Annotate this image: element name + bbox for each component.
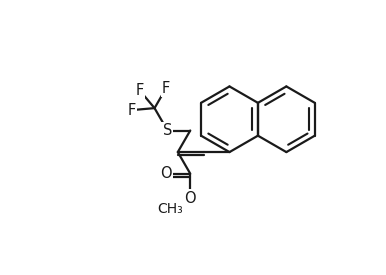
Text: F: F <box>136 83 144 98</box>
Text: S: S <box>163 123 172 138</box>
Text: O: O <box>185 191 196 205</box>
Text: CH₃: CH₃ <box>157 202 183 216</box>
Text: F: F <box>128 103 136 118</box>
Text: O: O <box>160 166 172 181</box>
Text: F: F <box>162 81 170 96</box>
